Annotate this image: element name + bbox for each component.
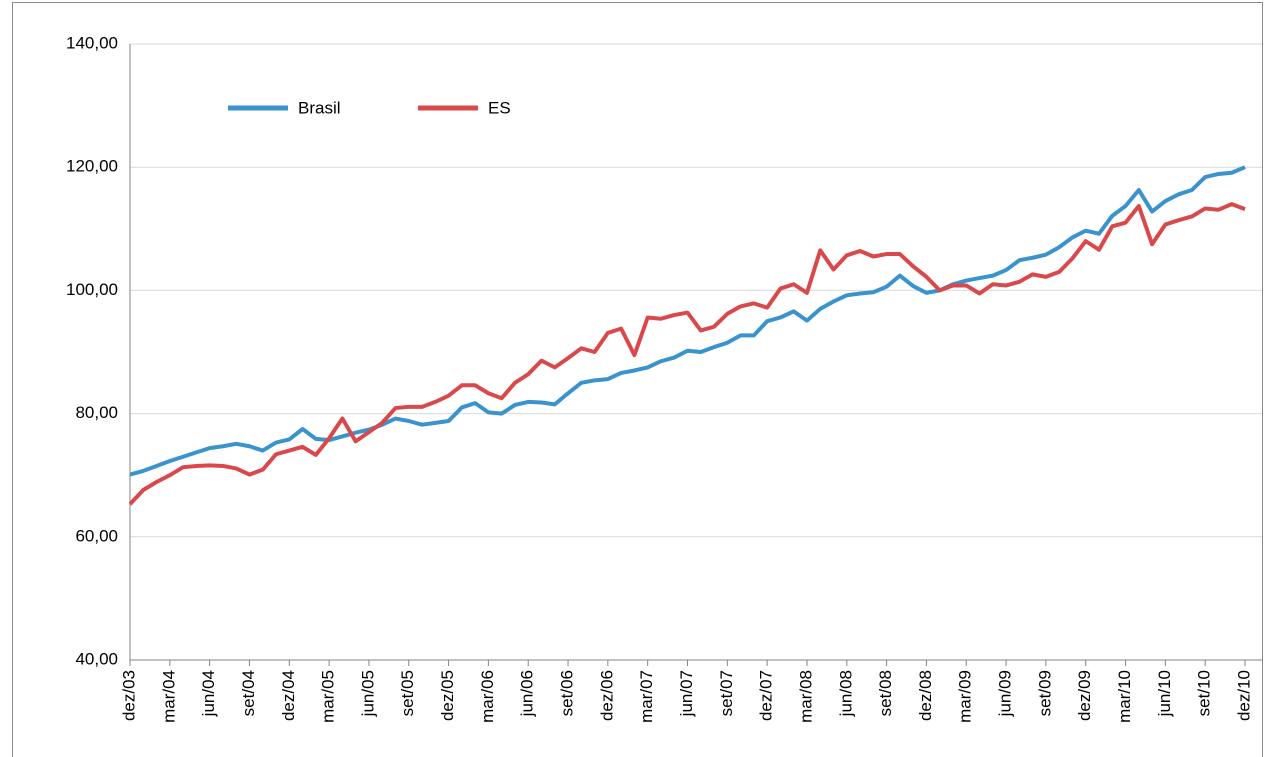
y-tick-label: 120,00 bbox=[66, 157, 118, 176]
x-tick-label: dez/06 bbox=[597, 670, 616, 721]
legend-label: Brasil bbox=[298, 98, 341, 117]
x-tick-label: dez/04 bbox=[279, 670, 298, 721]
y-tick-label: 100,00 bbox=[66, 280, 118, 299]
y-tick-label: 60,00 bbox=[75, 526, 118, 545]
legend-label: ES bbox=[488, 98, 511, 117]
x-tick-label: mar/10 bbox=[1115, 670, 1134, 723]
x-tick-label: jun/06 bbox=[518, 670, 537, 717]
x-tick-label: jun/08 bbox=[836, 670, 855, 717]
x-tick-label: set/08 bbox=[876, 670, 895, 716]
x-tick-label: dez/10 bbox=[1234, 670, 1253, 721]
y-tick-label: 80,00 bbox=[75, 403, 118, 422]
x-tick-label: mar/09 bbox=[956, 670, 975, 723]
y-tick-label: 40,00 bbox=[75, 649, 118, 668]
x-tick-label: mar/04 bbox=[159, 670, 178, 723]
chart-frame bbox=[12, 2, 1263, 757]
x-tick-label: jun/10 bbox=[1155, 670, 1174, 717]
x-tick-label: dez/03 bbox=[119, 670, 138, 721]
x-tick-label: jun/07 bbox=[677, 670, 696, 717]
x-tick-label: set/06 bbox=[558, 670, 577, 716]
x-tick-label: set/09 bbox=[1035, 670, 1054, 716]
x-tick-label: mar/08 bbox=[796, 670, 815, 723]
x-tick-label: set/07 bbox=[717, 670, 736, 716]
x-tick-label: dez/09 bbox=[1075, 670, 1094, 721]
x-tick-label: set/05 bbox=[398, 670, 417, 716]
x-tick-label: jun/05 bbox=[358, 670, 377, 717]
x-tick-label: set/04 bbox=[239, 670, 258, 716]
x-tick-label: mar/05 bbox=[319, 670, 338, 723]
y-tick-label: 140,00 bbox=[66, 33, 118, 52]
x-tick-label: mar/07 bbox=[637, 670, 656, 723]
x-tick-label: jun/09 bbox=[996, 670, 1015, 717]
x-tick-label: dez/05 bbox=[438, 670, 457, 721]
series-line bbox=[129, 165, 1246, 477]
x-tick-label: mar/06 bbox=[478, 670, 497, 723]
x-tick-label: dez/07 bbox=[757, 670, 776, 721]
series-line bbox=[128, 202, 1246, 506]
x-tick-label: set/10 bbox=[1195, 670, 1214, 716]
x-tick-label: jun/04 bbox=[199, 670, 218, 717]
x-tick-label: dez/08 bbox=[916, 670, 935, 721]
